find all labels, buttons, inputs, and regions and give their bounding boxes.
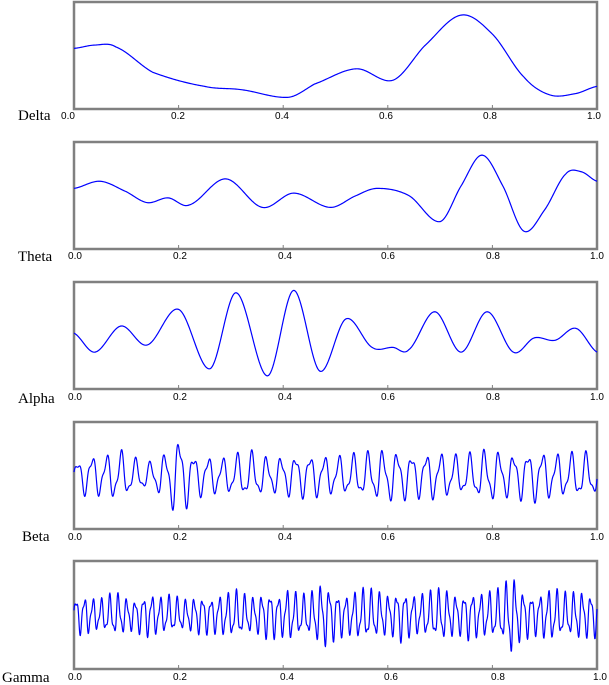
alpha-signal-line xyxy=(73,289,598,377)
x-tick-label: 0.4 xyxy=(280,672,294,683)
band-label-gamma: Gamma xyxy=(2,670,50,685)
x-tick-label: 0.0 xyxy=(68,392,82,403)
x-tick-label: 0.8 xyxy=(491,672,505,683)
x-tick-label: 0.2 xyxy=(173,251,187,262)
x-axis-ticks: 0.0 0.2 0.4 0.6 0.8 1.0 xyxy=(68,525,604,543)
x-tick-label: 1.0 xyxy=(590,532,604,543)
x-tick-label: 1.0 xyxy=(587,111,601,122)
panel-theta: Theta 0.0 0.2 0.4 0.6 0.8 1.0 xyxy=(18,140,604,265)
x-axis-ticks: 0.0 0.2 0.4 0.6 0.8 1.0 xyxy=(68,245,604,262)
x-tick-label: 0.6 xyxy=(381,251,395,262)
x-tick-label: 0.2 xyxy=(173,392,187,403)
x-tick-label: 0.4 xyxy=(278,392,292,403)
x-tick-label: 0.6 xyxy=(384,672,398,683)
delta-signal-line xyxy=(73,14,598,98)
x-tick-label: 0.8 xyxy=(486,251,500,262)
x-tick-label: 0.2 xyxy=(173,532,187,543)
beta-signal-line xyxy=(73,443,598,511)
x-tick-label: 0.6 xyxy=(381,392,395,403)
x-tick-label: 0.4 xyxy=(275,111,289,122)
band-label-beta: Beta xyxy=(22,529,50,545)
x-axis-ticks: 0.0 0.2 0.4 0.6 0.8 1.0 xyxy=(61,105,601,122)
band-label-delta: Delta xyxy=(18,108,51,124)
x-tick-label: 1.0 xyxy=(590,392,604,403)
panel-gamma: Gamma 0.0 0.2 0.4 0.6 0.8 1.0 xyxy=(2,559,607,685)
x-tick-label: 0.8 xyxy=(486,532,500,543)
band-label-alpha: Alpha xyxy=(18,391,55,407)
x-tick-label: 0.6 xyxy=(379,111,393,122)
x-tick-label: 0.6 xyxy=(381,532,395,543)
x-tick-label: 0.2 xyxy=(173,672,187,683)
panel-delta: Delta 0.0 0.2 0.4 0.6 0.8 1.0 xyxy=(18,0,601,124)
plot-frame xyxy=(72,140,599,251)
x-tick-label: 0.0 xyxy=(61,111,75,122)
x-tick-label: 1.0 xyxy=(590,251,604,262)
x-tick-label: 0.0 xyxy=(68,251,82,262)
panel-beta: Beta 0.0 0.2 0.4 0.6 0.8 1.0 xyxy=(22,420,604,545)
plot-frame xyxy=(72,0,599,111)
x-tick-label: 0.0 xyxy=(68,532,82,543)
panel-alpha: Alpha 0.0 0.2 0.4 0.6 0.8 1.0 xyxy=(18,280,604,407)
x-tick-label: 0.4 xyxy=(278,251,292,262)
gamma-signal-line xyxy=(73,579,598,652)
x-tick-label: 0.8 xyxy=(483,111,497,122)
band-label-theta: Theta xyxy=(18,249,52,265)
plot-frame xyxy=(72,280,599,391)
x-tick-label: 0.8 xyxy=(486,392,500,403)
x-tick-label: 1.0 xyxy=(593,672,607,683)
x-axis-ticks: 0.0 0.2 0.4 0.6 0.8 1.0 xyxy=(68,385,604,403)
theta-signal-line xyxy=(73,154,598,233)
x-axis-ticks: 0.0 0.2 0.4 0.6 0.8 1.0 xyxy=(68,665,607,683)
x-tick-label: 0.4 xyxy=(278,532,292,543)
x-tick-label: 0.2 xyxy=(171,111,185,122)
x-tick-label: 0.0 xyxy=(68,672,82,683)
